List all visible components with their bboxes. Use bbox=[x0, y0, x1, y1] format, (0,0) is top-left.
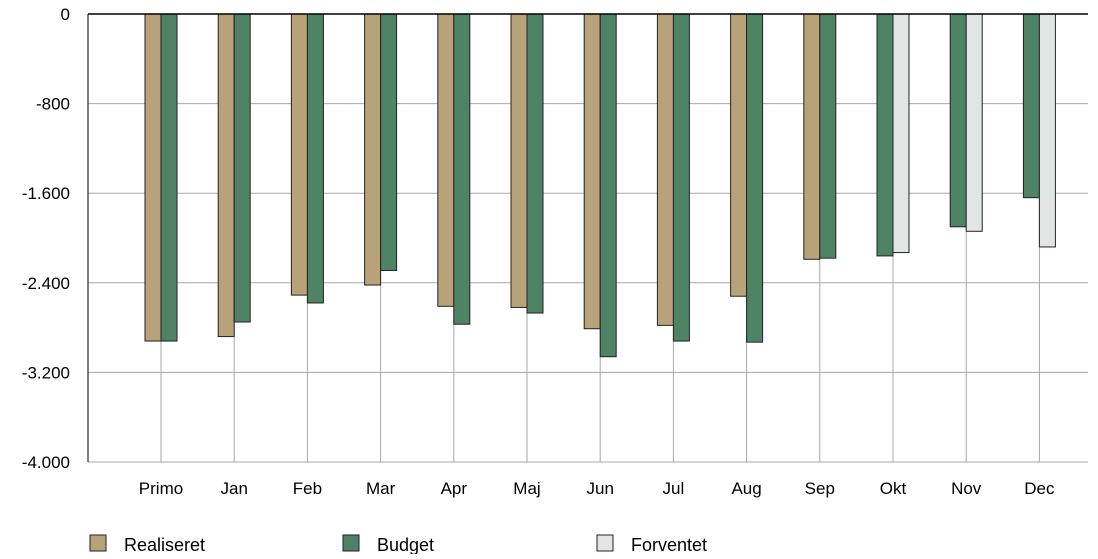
legend-label: Forventet bbox=[631, 535, 707, 554]
y-tick-label: -4.000 bbox=[22, 453, 70, 472]
bar-budget-mar bbox=[380, 13, 398, 271]
legend-swatch bbox=[596, 534, 614, 552]
bar-forventet-dec bbox=[1038, 13, 1056, 248]
bar-budget-jul bbox=[672, 13, 690, 342]
bar-realiseret-jul bbox=[656, 13, 674, 326]
legend-label: Realiseret bbox=[124, 535, 205, 554]
bar-realiseret-mar bbox=[364, 13, 382, 286]
x-tick-label: Sep bbox=[805, 479, 835, 498]
bar-realiseret-sep bbox=[803, 13, 821, 260]
axes: 0 -800 -1.600 -2.400 -3.200 -4.000 Primo Jan Feb… bbox=[22, 5, 1088, 498]
y-tick-label: -2.400 bbox=[22, 274, 70, 293]
y-tick-label: -800 bbox=[36, 95, 70, 114]
bar-budget-maj bbox=[526, 13, 544, 314]
y-tick-label: -1.600 bbox=[22, 184, 70, 203]
x-tick-label: Aug bbox=[731, 479, 761, 498]
legend-item-forventet: Forventet bbox=[596, 534, 707, 555]
bar-realiseret-jan bbox=[217, 13, 235, 338]
legend-label: Budget bbox=[377, 535, 434, 554]
x-tick-label: Feb bbox=[293, 479, 322, 498]
bar-budget-dec bbox=[1022, 13, 1040, 199]
legend-swatch bbox=[89, 534, 107, 552]
bars bbox=[144, 13, 1056, 358]
legend-item-budget: Budget bbox=[342, 534, 434, 555]
x-tick-label: Apr bbox=[441, 479, 468, 498]
y-tick-label: 0 bbox=[61, 5, 70, 24]
bar-realiseret-primo bbox=[144, 13, 162, 342]
bar-budget-okt bbox=[876, 13, 894, 257]
bar-forventet-nov bbox=[965, 13, 983, 232]
x-tick-label: Okt bbox=[880, 479, 907, 498]
y-tick-label: -3.200 bbox=[22, 363, 70, 382]
bar-budget-feb bbox=[306, 13, 324, 304]
legend-item-realiseret: Realiseret bbox=[89, 534, 205, 555]
bar-realiseret-jun bbox=[583, 13, 601, 330]
legend-swatch bbox=[342, 534, 360, 552]
legend: Realiseret Budget Forventet bbox=[89, 534, 707, 555]
bar-budget-apr bbox=[453, 13, 471, 325]
bar-budget-jan bbox=[233, 13, 251, 323]
bar-realiseret-apr bbox=[437, 13, 455, 307]
bar-budget-sep bbox=[819, 13, 837, 259]
x-tick-label: Jul bbox=[663, 479, 685, 498]
bar-budget-jun bbox=[599, 13, 617, 358]
x-tick-label: Jan bbox=[220, 479, 247, 498]
bar-budget-nov bbox=[949, 13, 967, 228]
bar-realiseret-aug bbox=[730, 13, 748, 297]
x-tick-label: Dec bbox=[1024, 479, 1055, 498]
x-tick-label: Maj bbox=[513, 479, 540, 498]
x-tick-label: Primo bbox=[139, 479, 183, 498]
bar-realiseret-maj bbox=[510, 13, 528, 308]
x-tick-label: Mar bbox=[366, 479, 396, 498]
x-tick-label: Nov bbox=[951, 479, 982, 498]
bar-budget-primo bbox=[160, 13, 178, 342]
x-tick-label: Jun bbox=[586, 479, 613, 498]
bar-forventet-okt bbox=[892, 13, 910, 254]
bar-realiseret-feb bbox=[290, 13, 308, 296]
bar-budget-aug bbox=[746, 13, 764, 343]
